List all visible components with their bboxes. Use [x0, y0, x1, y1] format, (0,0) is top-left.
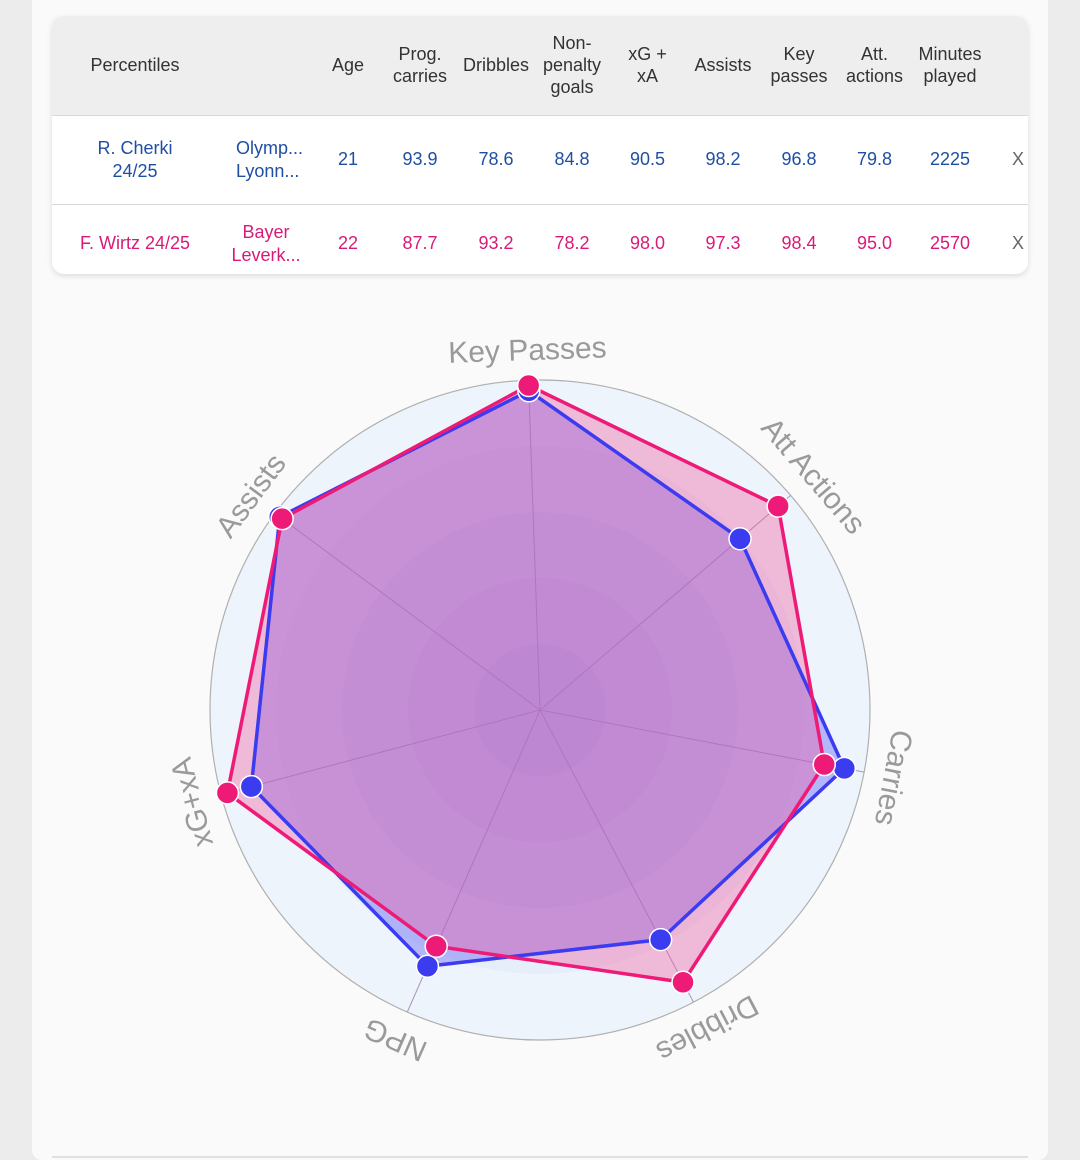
cell-prog-carries: 93.9	[402, 149, 438, 169]
header-assists[interactable]: Assists	[694, 55, 752, 76]
header-xgxa[interactable]: xG + xA	[628, 44, 667, 87]
cell-key-passes: 98.4	[781, 233, 817, 254]
series-point	[415, 954, 440, 978]
cell-att-actions: 95.0	[856, 233, 893, 254]
radar-spoke	[527, 380, 541, 711]
axis-label: Key Passes	[448, 331, 607, 370]
series-point	[728, 526, 752, 551]
team-name: Bayer Leverk...	[231, 221, 301, 265]
radar-spoke	[539, 709, 865, 773]
percentile-table: Percentiles Age Prog. carries Dribbles N…	[52, 16, 1028, 274]
series-point	[516, 373, 541, 398]
remove-player-button[interactable]: X	[1011, 233, 1024, 254]
remove-player-button[interactable]: X	[1011, 149, 1024, 169]
axis-label: NPG	[359, 1011, 432, 1067]
team-name: Olymp... Lyonn...	[236, 137, 304, 181]
cell-key-passes: 96.8	[781, 149, 817, 169]
cell-att-actions: 79.8	[856, 149, 893, 169]
player-name[interactable]: F. Wirtz 24/25	[79, 233, 191, 254]
header-age[interactable]: Age	[331, 55, 365, 76]
cell-npg: 78.2	[554, 233, 590, 254]
header-dribbles[interactable]: Dribbles	[462, 55, 530, 76]
series-point	[239, 774, 264, 799]
header-team	[218, 16, 314, 115]
cell-minutes: 2225	[929, 149, 971, 169]
series-point	[648, 927, 673, 952]
header-remove	[988, 16, 1028, 115]
table-row[interactable]: F. Wirtz 24/25 Bayer Leverk... 22 87.7 9…	[52, 204, 1028, 274]
cell-age: 21	[337, 149, 359, 169]
cell-prog-carries: 87.7	[402, 233, 438, 254]
header-key-passes[interactable]: Key passes	[770, 44, 828, 87]
axis-label: xG+xA	[165, 754, 220, 850]
cell-xgxa: 98.0	[629, 233, 666, 254]
radar-chart-container: Key Passes Att Actions Carries Dribbles NPG x…	[32, 290, 1048, 1160]
series-area	[227, 385, 825, 983]
cell-dribbles: 93.2	[478, 233, 514, 254]
header-prog-carries[interactable]: Prog. carries	[392, 44, 447, 87]
series-point	[424, 934, 448, 959]
series-point	[812, 752, 836, 777]
radar-spoke	[539, 709, 694, 1003]
header-percentiles: Percentiles	[90, 55, 180, 76]
header-att-actions[interactable]: Att. actions	[845, 44, 904, 87]
series-point	[671, 970, 695, 995]
series-point	[215, 781, 240, 805]
series-point	[832, 756, 857, 781]
series-point	[766, 494, 790, 518]
radar-spoke	[274, 512, 541, 711]
series-area	[251, 390, 845, 967]
table-header-row: Percentiles Age Prog. carries Dribbles N…	[52, 16, 1028, 115]
header-minutes[interactable]: Minutes played	[918, 44, 982, 87]
divider	[52, 1156, 1028, 1158]
axis-label: Carries	[868, 727, 919, 828]
cell-assists: 97.3	[705, 233, 741, 254]
page-container: Percentiles Age Prog. carries Dribbles N…	[32, 0, 1048, 1160]
comparison-table-card: Percentiles Age Prog. carries Dribbles N…	[52, 16, 1028, 274]
cell-assists: 98.2	[705, 149, 741, 169]
radar-spoke	[220, 709, 541, 796]
cell-xgxa: 90.5	[629, 149, 666, 169]
table-row[interactable]: R. Cherki 24/25 Olymp... Lyonn... 21 93.…	[52, 115, 1028, 204]
player-name[interactable]: R. Cherki 24/25	[97, 137, 173, 181]
cell-dribbles: 78.6	[478, 149, 514, 169]
cell-npg: 84.8	[554, 149, 590, 169]
series-line	[225, 383, 826, 985]
cell-minutes: 2570	[929, 233, 971, 254]
series-point	[270, 506, 294, 531]
cell-age: 22	[337, 233, 359, 254]
header-npg[interactable]: Non- penalty goals	[542, 33, 602, 98]
